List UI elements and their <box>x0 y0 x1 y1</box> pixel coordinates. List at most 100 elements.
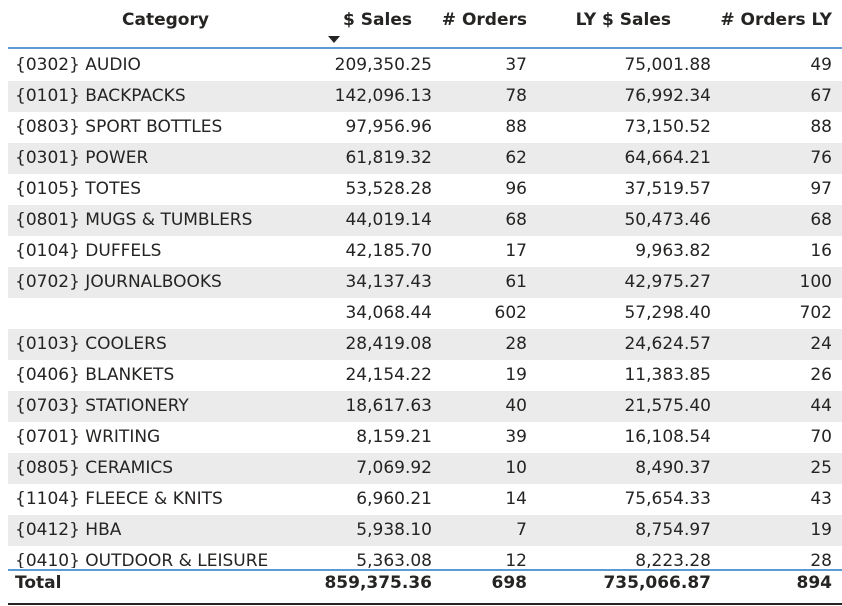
column-header-orders[interactable]: # Orders <box>441 10 527 30</box>
total-divider <box>8 569 842 571</box>
table-row[interactable]: {0406} BLANKETS 24,154.22 19 11,383.85 26 <box>8 360 842 391</box>
cell-category: {0301} POWER <box>15 148 149 168</box>
table-row[interactable]: {0101} BACKPACKS 142,096.13 78 76,992.34 67 <box>8 81 842 112</box>
cell-category: {0101} BACKPACKS <box>15 86 186 106</box>
table-row[interactable]: {0801} MUGS & TUMBLERS 44,019.14 68 50,473.… <box>8 205 842 236</box>
cell-category: {0104} DUFFELS <box>15 241 162 261</box>
table-row[interactable]: {0701} WRITING 8,159.21 39 16,108.54 70 <box>8 422 842 453</box>
cell-orders: 40 <box>505 396 527 416</box>
table-row[interactable]: {0301} POWER 61,819.32 62 64,664.21 76 <box>8 143 842 174</box>
cell-orders-ly: 97 <box>810 179 832 199</box>
cell-ly-sales: 8,223.28 <box>635 551 711 568</box>
column-header-orders-ly[interactable]: # Orders LY <box>720 10 832 30</box>
table-row[interactable]: {0412} HBA 5,938.10 7 8,754.97 19 <box>8 515 842 546</box>
cell-orders: 78 <box>505 86 527 106</box>
cell-category: {0801} MUGS & TUMBLERS <box>15 210 253 230</box>
cell-orders: 19 <box>505 365 527 385</box>
cell-ly-sales: 9,963.82 <box>635 241 711 261</box>
column-header-sales[interactable]: $ Sales <box>343 10 412 30</box>
cell-orders: 17 <box>505 241 527 261</box>
cell-ly-sales: 42,975.27 <box>624 272 711 292</box>
cell-orders-ly: 76 <box>810 148 832 168</box>
cell-sales: 7,069.92 <box>356 458 432 478</box>
cell-sales: 209,350.25 <box>334 55 432 75</box>
table-bottom-border <box>8 603 842 605</box>
cell-orders: 39 <box>505 427 527 447</box>
total-ly-sales: 735,066.87 <box>603 573 711 593</box>
cell-sales: 42,185.70 <box>345 241 432 261</box>
cell-sales: 34,137.43 <box>345 272 432 292</box>
column-header-ly-sales[interactable]: LY $ Sales <box>575 10 671 30</box>
cell-orders: 96 <box>505 179 527 199</box>
cell-orders-ly: 28 <box>810 551 832 568</box>
cell-orders: 37 <box>505 55 527 75</box>
cell-ly-sales: 8,754.97 <box>635 520 711 540</box>
cell-orders: 602 <box>494 303 527 323</box>
cell-orders-ly: 26 <box>810 365 832 385</box>
cell-ly-sales: 37,519.57 <box>624 179 711 199</box>
cell-ly-sales: 11,383.85 <box>624 365 711 385</box>
sort-descending-icon[interactable] <box>328 36 340 43</box>
cell-sales: 53,528.28 <box>345 179 432 199</box>
table-body[interactable]: {0302} AUDIO 209,350.25 37 75,001.88 49 {0101… <box>8 50 842 568</box>
cell-ly-sales: 24,624.57 <box>624 334 711 354</box>
table-header: Category $ Sales # Orders LY $ Sales # O… <box>8 0 842 49</box>
cell-orders-ly: 702 <box>799 303 832 323</box>
cell-ly-sales: 57,298.40 <box>624 303 711 323</box>
cell-ly-sales: 76,992.34 <box>624 86 711 106</box>
table-row[interactable]: {0103} COOLERS 28,419.08 28 24,624.57 24 <box>8 329 842 360</box>
table-row[interactable]: {0805} CERAMICS 7,069.92 10 8,490.37 25 <box>8 453 842 484</box>
cell-orders-ly: 67 <box>810 86 832 106</box>
cell-orders: 14 <box>505 489 527 509</box>
cell-orders-ly: 70 <box>810 427 832 447</box>
total-sales: 859,375.36 <box>324 573 432 593</box>
cell-sales: 97,956.96 <box>345 117 432 137</box>
cell-category: {0805} CERAMICS <box>15 458 174 478</box>
cell-category: {1104} FLEECE & KNITS <box>15 489 223 509</box>
table-row[interactable]: {0803} SPORT BOTTLES 97,956.96 88 73,150.52… <box>8 112 842 143</box>
cell-category: {0412} HBA <box>15 520 122 540</box>
cell-ly-sales: 16,108.54 <box>624 427 711 447</box>
header-divider <box>8 47 842 49</box>
cell-ly-sales: 50,473.46 <box>624 210 711 230</box>
cell-sales: 18,617.63 <box>345 396 432 416</box>
cell-orders-ly: 44 <box>810 396 832 416</box>
cell-orders-ly: 24 <box>810 334 832 354</box>
table-row[interactable]: {1104} FLEECE & KNITS 6,960.21 14 75,654.33… <box>8 484 842 515</box>
table-row[interactable]: 34,068.44 602 57,298.40 702 <box>8 298 842 329</box>
cell-sales: 34,068.44 <box>345 303 432 323</box>
table-row[interactable]: {0302} AUDIO 209,350.25 37 75,001.88 49 <box>8 50 842 81</box>
cell-category: {0702} JOURNALBOOKS <box>15 272 222 292</box>
cell-ly-sales: 75,654.33 <box>624 489 711 509</box>
cell-category: {0701} WRITING <box>15 427 161 447</box>
table-row[interactable]: {0703} STATIONERY 18,617.63 40 21,575.40 44 <box>8 391 842 422</box>
column-header-category[interactable]: Category <box>122 10 209 30</box>
table-row[interactable]: {0105} TOTES 53,528.28 96 37,519.57 97 <box>8 174 842 205</box>
cell-sales: 44,019.14 <box>345 210 432 230</box>
table-row[interactable]: {0410} OUTDOOR & LEISURE 5,363.08 12 8,223.… <box>8 546 842 568</box>
cell-orders-ly: 43 <box>810 489 832 509</box>
cell-sales: 6,960.21 <box>356 489 432 509</box>
cell-sales: 8,159.21 <box>356 427 432 447</box>
cell-orders: 28 <box>505 334 527 354</box>
cell-sales: 61,819.32 <box>345 148 432 168</box>
cell-orders: 62 <box>505 148 527 168</box>
cell-orders: 7 <box>516 520 527 540</box>
cell-orders-ly: 25 <box>810 458 832 478</box>
cell-orders: 61 <box>505 272 527 292</box>
cell-ly-sales: 73,150.52 <box>624 117 711 137</box>
table-row[interactable]: {0104} DUFFELS 42,185.70 17 9,963.82 16 <box>8 236 842 267</box>
cell-orders: 88 <box>505 117 527 137</box>
cell-orders-ly: 100 <box>799 272 832 292</box>
table-row[interactable]: {0702} JOURNALBOOKS 34,137.43 61 42,975.27 1… <box>8 267 842 298</box>
cell-ly-sales: 8,490.37 <box>635 458 711 478</box>
cell-orders: 68 <box>505 210 527 230</box>
cell-category: {0103} COOLERS <box>15 334 167 354</box>
total-label: Total <box>15 573 62 593</box>
cell-category: {0105} TOTES <box>15 179 141 199</box>
cell-category: {0410} OUTDOOR & LEISURE <box>15 551 269 568</box>
cell-orders-ly: 68 <box>810 210 832 230</box>
cell-sales: 28,419.08 <box>345 334 432 354</box>
cell-ly-sales: 64,664.21 <box>624 148 711 168</box>
total-orders: 698 <box>491 573 528 593</box>
